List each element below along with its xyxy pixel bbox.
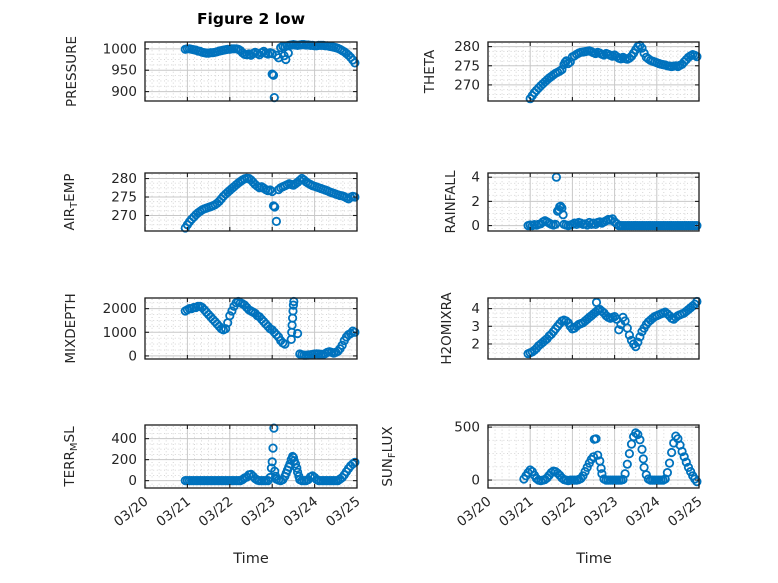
tick-marks	[144, 42, 358, 101]
y-tick-label: 2000	[103, 301, 137, 317]
axes-box	[487, 424, 700, 489]
scatter-points	[180, 296, 360, 360]
x-tick-label: 03/23	[238, 494, 279, 531]
y-tick-label: 400	[111, 431, 137, 447]
y-tick-label: 200	[111, 452, 137, 468]
subplot-h2omixra: 23 4 H2OMIXRA	[439, 292, 702, 365]
y-tick-label: 0	[471, 473, 480, 489]
x-tick-label: 03/21	[496, 494, 537, 531]
subplot-terrmsl: 0 200 400 03/20 03/21 03/22 03/23 03/24 03/25 TER…	[62, 423, 364, 531]
y-tick-label: 2	[471, 336, 480, 352]
axes-box	[487, 41, 700, 102]
axes-box	[487, 297, 700, 360]
subplot-theta: 270 275 280 THETA	[422, 39, 702, 104]
x-axis-label-right: Time	[576, 551, 612, 567]
tick-marks	[487, 298, 700, 359]
y-tick-label: 4	[471, 170, 480, 186]
axes-box	[487, 172, 700, 232]
y-tick-label: 280	[111, 171, 137, 187]
y-tick-label: 3	[471, 319, 480, 335]
scatter-points	[525, 40, 702, 104]
subplot-airtemp: 270 275 280 AIRTEMP	[62, 171, 360, 233]
x-tick-label: 03/20	[454, 494, 495, 531]
y-tick-label: 950	[111, 63, 137, 79]
x-tick-label: 03/25	[665, 494, 706, 531]
x-tick-label: 03/22	[196, 494, 237, 531]
x-tick-label: 03/20	[111, 494, 152, 531]
y-tick-label: 275	[454, 58, 480, 74]
scatter-points	[523, 296, 702, 359]
subplot-rainfall: 0 2 4 RAINFALL	[443, 170, 702, 234]
y-axis-label-theta: THETA	[422, 49, 438, 94]
y-tick-label: 500	[454, 420, 480, 436]
axes-box	[144, 424, 358, 489]
y-tick-label: 1000	[103, 41, 137, 57]
y-tick-label: 0	[471, 218, 480, 234]
tick-marks	[144, 425, 358, 488]
x-tick-label: 03/24	[281, 494, 322, 531]
y-tick-label: 0	[128, 348, 137, 364]
x-tick-label: 03/23	[581, 494, 622, 531]
y-tick-label: 4	[471, 301, 480, 317]
scatter-points	[519, 428, 702, 487]
y-axis-label-rainfall: RAINFALL	[443, 170, 459, 233]
tick-marks	[487, 173, 700, 231]
y-tick-label: 280	[454, 39, 480, 55]
subplot-pressure: 900 950 1000 PRESSURE	[64, 36, 360, 107]
tick-marks	[144, 298, 358, 359]
axes-box	[144, 172, 358, 232]
axes-box	[144, 41, 358, 102]
x-tick-label: 03/25	[323, 494, 364, 531]
scatter-points	[180, 423, 360, 486]
y-tick-label: 1000	[103, 325, 137, 341]
axes-box	[144, 297, 358, 360]
y-axis-label-airtemp: AIRTEMP	[62, 173, 80, 230]
y-tick-label: 900	[111, 84, 137, 100]
y-tick-label: 270	[454, 77, 480, 93]
y-axis-label-pressure: PRESSURE	[64, 36, 80, 107]
y-tick-label: 2	[471, 194, 480, 210]
y-axis-label-h2omixra: H2OMIXRA	[439, 292, 455, 365]
y-axis-label-terrmsl: TERRMSL	[62, 426, 80, 488]
x-tick-label: 03/21	[153, 494, 194, 531]
x-tick-label: 03/22	[538, 494, 579, 531]
scatter-points	[180, 173, 360, 233]
x-tick-label: 03/24	[623, 494, 664, 531]
x-axis-label-left: Time	[233, 551, 269, 567]
y-tick-label: 270	[111, 208, 137, 224]
y-axis-label-mixdepth: MIXDEPTH	[63, 293, 79, 363]
subplot-mixdepth: 0 1000 2000 MIXDEPTH	[63, 293, 360, 364]
y-axis-label-sunflux: SUNFLUX	[380, 426, 398, 486]
tick-marks	[487, 425, 700, 488]
subplot-sunflux: 0 500 03/20 03/21 03/22 03/23 03/24 03/25 SUNFLU…	[380, 420, 705, 530]
tick-marks	[487, 42, 700, 101]
y-tick-label: 275	[111, 190, 137, 206]
y-tick-label: 0	[128, 473, 137, 489]
tick-marks	[144, 173, 358, 231]
figure-title: Figure 2 low	[196, 10, 306, 28]
scatter-points	[523, 172, 702, 231]
